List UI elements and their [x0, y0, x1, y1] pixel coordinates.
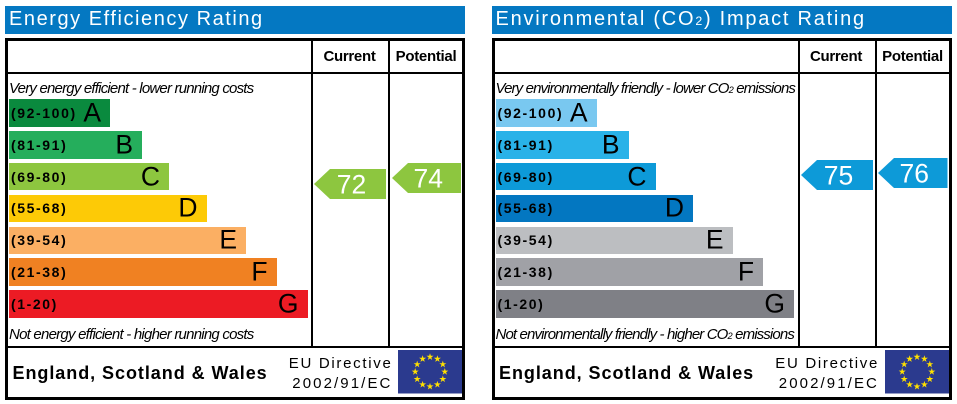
svg-text:76: 76 [900, 158, 929, 188]
svg-text:74: 74 [413, 164, 442, 194]
svg-text:75: 75 [823, 161, 852, 191]
svg-text:72: 72 [337, 169, 366, 199]
